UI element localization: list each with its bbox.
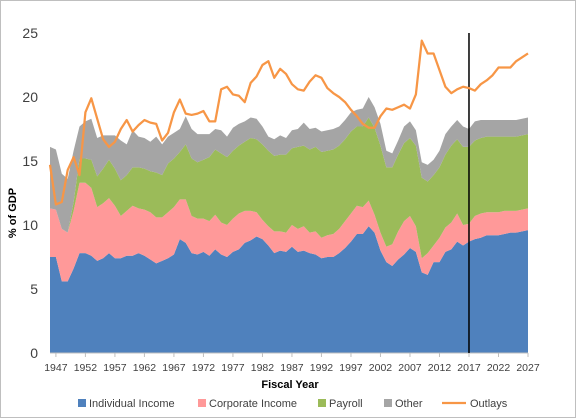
legend-label: Corporate Income [209, 398, 297, 410]
x-tick-label: 1987 [280, 362, 304, 374]
legend-swatch [78, 399, 86, 407]
x-axis-ticks: 1947 1952 1957 1962 1967 1972 1977 1982 1987 1992… [44, 353, 540, 374]
x-tick-label: 2007 [398, 362, 422, 374]
y-tick-label: 0 [30, 345, 38, 361]
x-tick-label: 1957 [103, 362, 127, 374]
area-corporate-income [50, 182, 528, 282]
legend-item-payroll: Payroll [318, 398, 363, 410]
legend-item-corporate-income: Corporate Income [198, 398, 297, 410]
x-tick-label: 1977 [221, 362, 245, 374]
legend-label: Payroll [329, 398, 363, 410]
area-other [50, 97, 528, 233]
legend-label: Other [395, 398, 423, 410]
x-tick-label: 2022 [487, 362, 511, 374]
x-axis-title: Fiscal Year [261, 379, 319, 391]
legend-item-individual-income: Individual Income [78, 398, 175, 410]
x-tick-label: 1962 [133, 362, 157, 374]
legend-swatch [318, 399, 326, 407]
area-individual-income [50, 226, 528, 353]
y-tick-label: 25 [22, 25, 38, 41]
y-axis-ticks: 0 5 10 15 20 25 [22, 25, 38, 361]
stacked-areas [50, 97, 528, 353]
x-tick-label: 2027 [516, 362, 540, 374]
x-tick-label: 1997 [339, 362, 363, 374]
y-axis-title: % of GDP [7, 188, 19, 238]
x-tick-label: 1952 [74, 362, 98, 374]
legend: Individual Income Corporate Income Payroll… [78, 398, 508, 410]
x-tick-label: 1972 [192, 362, 216, 374]
legend-label: Outlays [470, 398, 508, 410]
legend-label: Individual Income [89, 398, 175, 410]
x-tick-label: 1947 [44, 362, 68, 374]
y-tick-label: 15 [22, 153, 38, 169]
legend-swatch [198, 399, 206, 407]
x-tick-label: 1982 [251, 362, 275, 374]
y-tick-label: 20 [22, 89, 38, 105]
x-tick-label: 2017 [457, 362, 481, 374]
x-tick-label: 2012 [428, 362, 452, 374]
area-payroll [50, 117, 528, 259]
outlays-line [48, 39, 529, 206]
legend-swatch [384, 399, 392, 407]
y-tick-label: 5 [30, 281, 38, 297]
x-tick-label: 2002 [369, 362, 393, 374]
x-tick-label: 1967 [162, 362, 186, 374]
legend-item-outlays: Outlays [442, 398, 508, 410]
x-tick-label: 1992 [310, 362, 334, 374]
legend-item-other: Other [384, 398, 423, 410]
y-tick-label: 10 [22, 217, 38, 233]
